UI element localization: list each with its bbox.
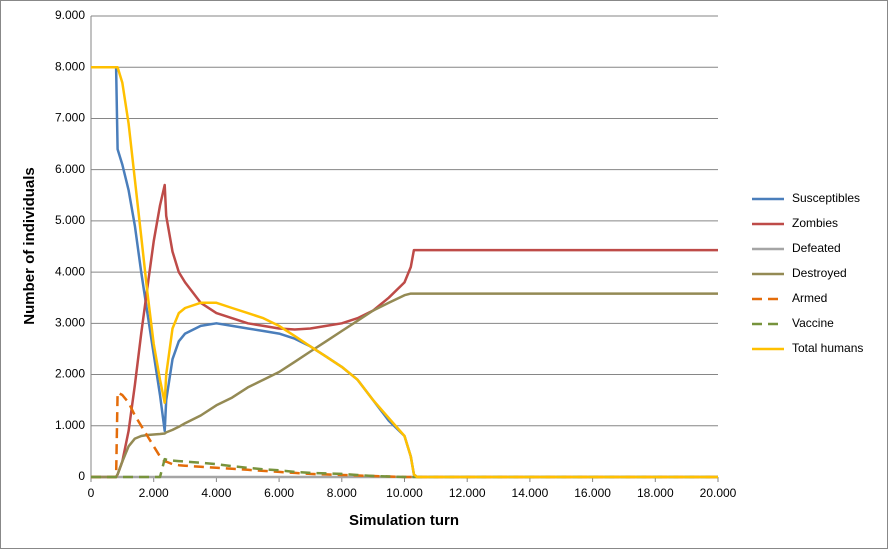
y-tick-label: 2.000 — [55, 367, 85, 381]
y-tick-label: 5.000 — [55, 213, 85, 227]
x-tick-label: 14.000 — [512, 486, 549, 500]
y-tick-label: 3.000 — [55, 316, 85, 330]
series-line — [91, 292, 718, 479]
x-axis-title: Simulation turn — [349, 512, 459, 529]
legend-label: Destroyed — [792, 266, 847, 280]
y-tick-label: 7.000 — [55, 111, 85, 125]
y-tick-label: 0 — [78, 469, 85, 483]
x-tick-label: 20.000 — [700, 486, 737, 500]
x-tick-label: 10.000 — [386, 486, 423, 500]
x-tick-label: 0 — [88, 486, 95, 500]
legend-label: Defeated — [792, 241, 841, 255]
x-tick-label: 6.000 — [264, 486, 294, 500]
series-line — [91, 183, 718, 479]
x-tick-label: 18.000 — [637, 486, 674, 500]
y-tick-label: 6.000 — [55, 162, 85, 176]
x-tick-label: 2.000 — [139, 486, 169, 500]
x-tick-label: 16.000 — [574, 486, 611, 500]
x-tick-label: 12.000 — [449, 486, 486, 500]
legend-label: Total humans — [792, 341, 863, 355]
legend-label: Armed — [792, 291, 827, 305]
legend-label: Vaccine — [792, 316, 834, 330]
y-tick-label: 4.000 — [55, 264, 85, 278]
y-tick-label: 8.000 — [55, 59, 85, 73]
x-tick-label: 4.000 — [201, 486, 231, 500]
y-tick-label: 1.000 — [55, 418, 85, 432]
series-line — [91, 65, 718, 479]
series-line — [91, 391, 718, 479]
legend-label: Zombies — [792, 216, 838, 230]
y-tick-label: 9.000 — [55, 8, 85, 22]
legend-label: Susceptibles — [792, 191, 860, 205]
x-tick-label: 8.000 — [327, 486, 357, 500]
y-axis-title: Number of individuals — [21, 167, 38, 325]
series-line — [91, 457, 718, 479]
